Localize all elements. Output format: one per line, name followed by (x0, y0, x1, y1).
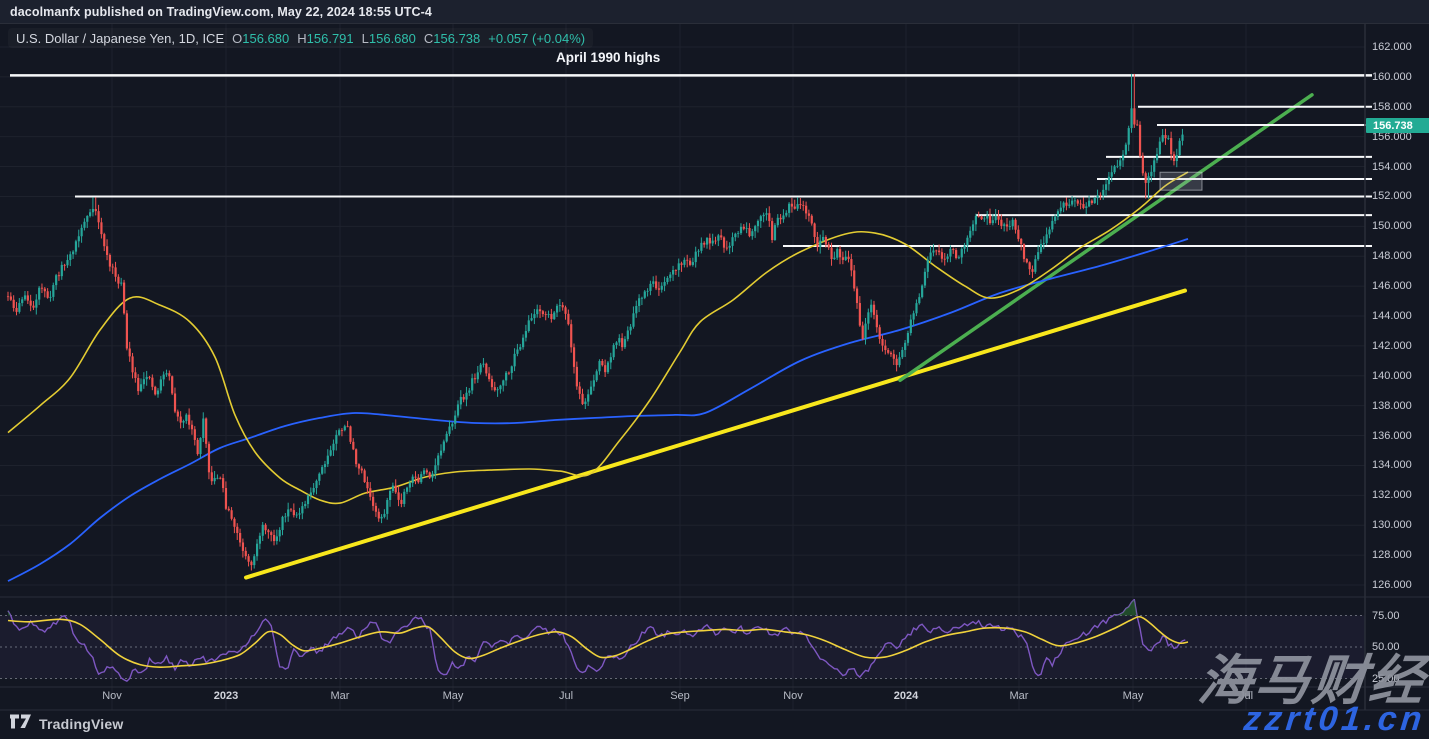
change-value: +0.057 (+0.04%) (488, 30, 586, 46)
watermark-url: zzrt01.cn (1241, 700, 1428, 738)
tradingview-brand-text: TradingView (39, 716, 124, 732)
price-tick-label: 158.000 (1372, 100, 1412, 113)
price-tick-label: 146.000 (1372, 280, 1412, 293)
time-tick-label: Mar (330, 690, 350, 702)
price-tick-label: 142.000 (1372, 339, 1412, 352)
price-tick-label: 144.000 (1372, 310, 1412, 322)
indicator-tick-label: 50.00 (1372, 641, 1400, 653)
price-tick-label: 132.000 (1372, 489, 1412, 502)
time-tick-label: Nov (102, 690, 122, 702)
symbol-legend: U.S. Dollar / Japanese Yen, 1D, ICE O 156… (8, 28, 593, 48)
time-tick-label: May (442, 690, 464, 702)
april-1990-highs-annotation: April 1990 highs (556, 50, 661, 65)
tradingview-logo-link[interactable]: TradingView (10, 714, 123, 734)
time-tick-label: Sep (670, 690, 690, 702)
time-tick-label: Jul (1238, 690, 1254, 702)
time-tick-label: 2023 (213, 690, 239, 702)
close-label: C (423, 30, 434, 46)
time-tick-label: Mar (1009, 690, 1029, 702)
price-tick-label: 160.000 (1372, 70, 1412, 83)
price-tick-label: 154.000 (1372, 160, 1412, 173)
price-tick-label: 148.000 (1372, 250, 1412, 263)
price-tick-label: 136.000 (1372, 429, 1412, 442)
price-tick-label: 162.000 (1372, 41, 1412, 53)
high-value: 156.791 (306, 30, 354, 46)
indicator-tick-label: 75.00 (1372, 609, 1400, 622)
price-tick-label: 138.000 (1372, 399, 1412, 412)
time-tick-label: 2024 (893, 690, 919, 702)
publisher-text: dacolmanfx published on TradingView.com,… (10, 4, 432, 19)
price-tick-label: 130.000 (1372, 519, 1412, 532)
price-tick-label: 140.000 (1372, 369, 1412, 382)
price-tick-label: 126.000 (1372, 579, 1412, 591)
time-tick-label: Jul (558, 690, 574, 702)
time-tick-label: Nov (783, 690, 803, 702)
tradingview-icon (10, 714, 32, 734)
publisher-bar: dacolmanfx published on TradingView.com,… (0, 0, 1429, 24)
price-tick-label: 156.000 (1372, 130, 1412, 143)
close-value: 156.738 (433, 30, 481, 46)
price-tick-label: 128.000 (1372, 549, 1412, 562)
low-value: 156.680 (368, 30, 416, 46)
time-tick-label: May (1122, 690, 1144, 702)
price-tick-label: 134.000 (1372, 459, 1412, 472)
high-label: H (297, 30, 307, 46)
indicator-tick-label: 25.00 (1372, 672, 1400, 685)
open-value: 156.680 (242, 30, 290, 46)
low-label: L (361, 30, 369, 46)
open-label: O (232, 30, 243, 46)
last-price-badge: 156.738 (1366, 118, 1429, 133)
price-tick-label: 152.000 (1372, 190, 1412, 203)
price-tick-label: 150.000 (1372, 220, 1412, 233)
symbol-title: U.S. Dollar / Japanese Yen, 1D, ICE (16, 30, 225, 46)
